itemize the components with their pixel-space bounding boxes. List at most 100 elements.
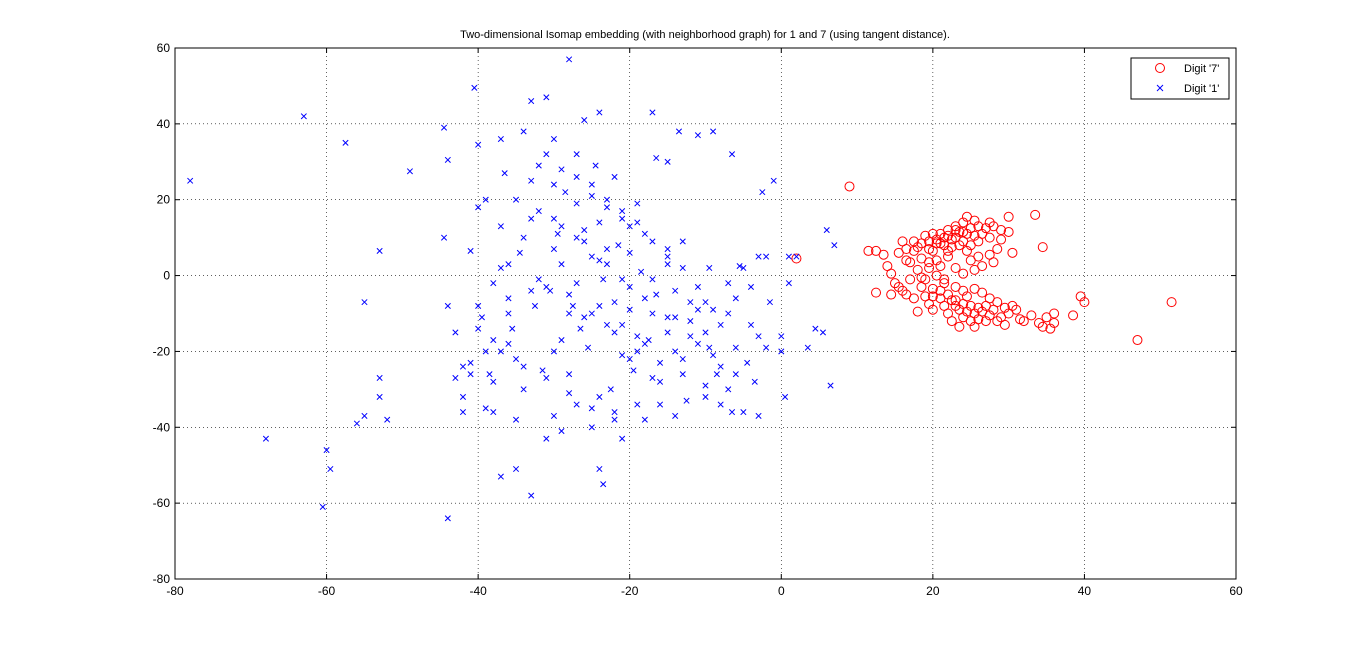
y-tick-labels: -80 -60 -40 -20 0 20 40 60 [153,41,171,586]
axes-box [174,47,1237,580]
x-tick-label: 20 [926,584,940,598]
data-point-x [543,151,550,158]
data-point-circle [920,230,931,241]
data-point-x [550,181,557,188]
data-point-circle [973,302,984,313]
data-point-circle [916,272,927,283]
data-point-x [793,253,800,260]
data-point-x [520,386,527,393]
data-point-x [558,261,565,268]
data-point-x [520,128,527,135]
data-point-x [550,245,557,253]
y-tick-label: 40 [157,117,171,131]
data-point-circle [946,316,957,327]
data-point-x [482,196,489,203]
data-point-x [482,405,489,412]
data-point-x [702,329,709,336]
data-point-circle [935,238,946,249]
data-point-x [706,264,713,272]
x-tick-label: -20 [621,584,639,598]
data-point-x [550,348,557,355]
data-point-x [626,283,633,291]
data-point-x [656,378,664,385]
data-point-x [596,257,603,264]
data-point-x [459,393,467,400]
data-point-x [528,98,535,105]
data-point-x [490,280,497,287]
data-point-x [573,200,580,207]
data-point-circle [791,253,802,264]
data-point-x [584,344,592,351]
data-point-x [717,363,724,370]
data-point-x [539,367,546,374]
data-point-x [300,113,307,120]
data-point-x [475,302,482,309]
data-point-x [694,340,701,347]
data-point-circle [1045,323,1056,334]
data-point-x [596,109,603,116]
data-point-x [634,219,641,226]
data-point-x [766,299,773,306]
data-point-x [804,344,811,351]
data-point-x [664,314,671,321]
data-point-x [694,132,701,139]
data-point-x [467,247,474,254]
data-point-x [467,371,474,378]
data-point-x [588,253,595,260]
plot-area [175,48,1236,579]
data-point-x [596,302,603,309]
data-point-x [505,295,512,302]
data-point-x [262,435,269,442]
data-point-circle [1003,226,1014,237]
data-point-x [505,340,512,347]
data-point-circle [1003,211,1014,222]
data-point-x [759,189,766,196]
data-point-circle [969,230,980,241]
data-point-x [512,196,520,203]
data-point-x [562,189,569,196]
data-point-x [728,409,736,416]
data-point-x [531,302,539,309]
data-point-x [763,253,770,260]
data-point-circle [1075,291,1086,302]
data-point-circle [980,223,991,234]
data-point-x [501,170,508,177]
data-point-circle [958,226,969,237]
data-point-x [459,409,467,416]
data-point-x [444,302,451,309]
data-point-circle [1007,247,1018,258]
legend-marker-digit-7 [1155,63,1165,73]
data-point-circle [1033,317,1044,328]
data-point-circle [961,306,972,317]
data-point-x [679,355,686,363]
data-point-x [588,405,595,412]
data-point-x [603,321,611,328]
data-point-x [710,306,717,313]
data-point-x [600,276,607,283]
data-point-x [679,264,686,272]
data-point-x [581,314,588,321]
data-point-x [664,245,671,253]
data-point-circle [999,302,1010,313]
data-point-x [406,168,413,175]
data-point-x [732,295,739,302]
data-point-x [581,238,588,245]
data-point-x [543,94,550,101]
data-point-circle [984,249,995,260]
data-point-x [755,412,762,419]
data-point-x [675,128,683,135]
data-point-x [725,280,732,287]
data-point-x [497,264,504,272]
data-point-x [592,162,599,169]
data-point-circle [1068,310,1079,321]
data-point-x [444,156,451,163]
data-point-x [440,124,448,131]
data-point-x [459,363,467,370]
data-point-circle [980,316,991,327]
x-tick-label: -60 [318,584,336,598]
data-point-circle [1037,321,1048,332]
data-point-x [664,329,671,336]
data-point-circle [1132,335,1143,346]
data-point-circle [1011,304,1022,315]
data-point-circle [958,285,969,296]
